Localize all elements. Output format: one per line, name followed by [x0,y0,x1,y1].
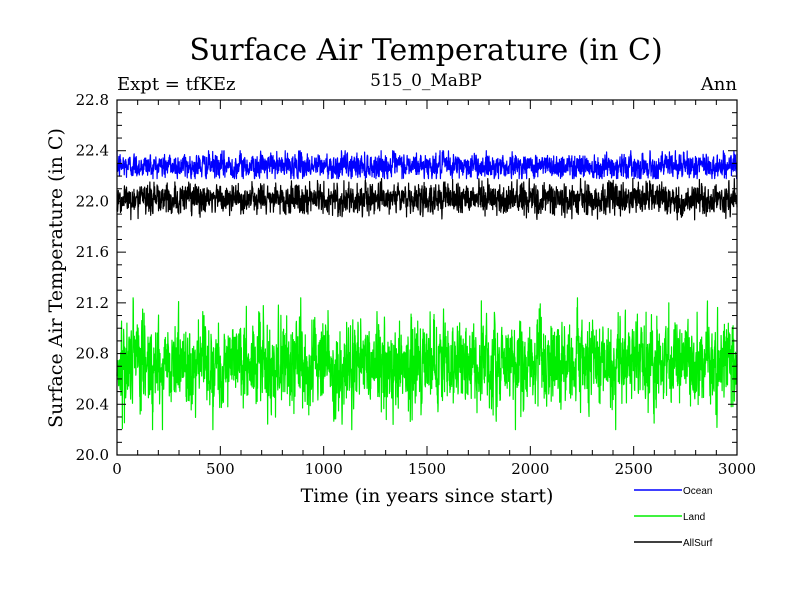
x-tick-label: 1500 [408,460,446,478]
x-axis-label: Time (in years since start) [301,485,554,507]
y-tick-label: 21.2 [76,294,109,312]
legend-label-ocean: Ocean [683,486,712,497]
x-tick-label: 1000 [305,460,343,478]
series-line-allsurf [116,178,738,221]
axis-layer: 0 500 1000 1500 2000 2500 3000 20.0 20.4 20.8 21.2… [76,91,757,478]
x-tick-label: 2000 [511,460,549,478]
x-tick-label: 2500 [615,460,653,478]
chart-subtitle: 515_0_MaBP [370,71,482,91]
chart-title: Surface Air Temperature (in C) [189,33,662,68]
y-tick-label: 21.6 [76,243,109,261]
x-tick-label: 500 [206,460,235,478]
y-tick-label: 20.8 [76,345,109,363]
series-layer [116,150,738,431]
legend-label-allsurf: AllSurf [683,538,713,549]
y-tick-label: 22.8 [76,91,109,109]
legend: Ocean Land AllSurf [634,486,713,549]
series-line-land [116,297,738,431]
legend-label-land: Land [683,512,705,523]
y-tick-label: 20.0 [76,446,109,464]
x-tick-label: 3000 [718,460,756,478]
period-label: Ann [700,74,738,95]
y-axis-label: Surface Air Temperature (in C) [45,128,67,428]
plot-frame [116,99,738,456]
y-tick-label: 22.0 [76,192,109,210]
experiment-label: Expt = tfKEz [117,74,236,95]
y-tick-label: 20.4 [76,395,109,413]
x-tick-label: 0 [112,460,122,478]
series-line-ocean [116,150,738,180]
y-tick-label: 22.4 [76,142,109,160]
